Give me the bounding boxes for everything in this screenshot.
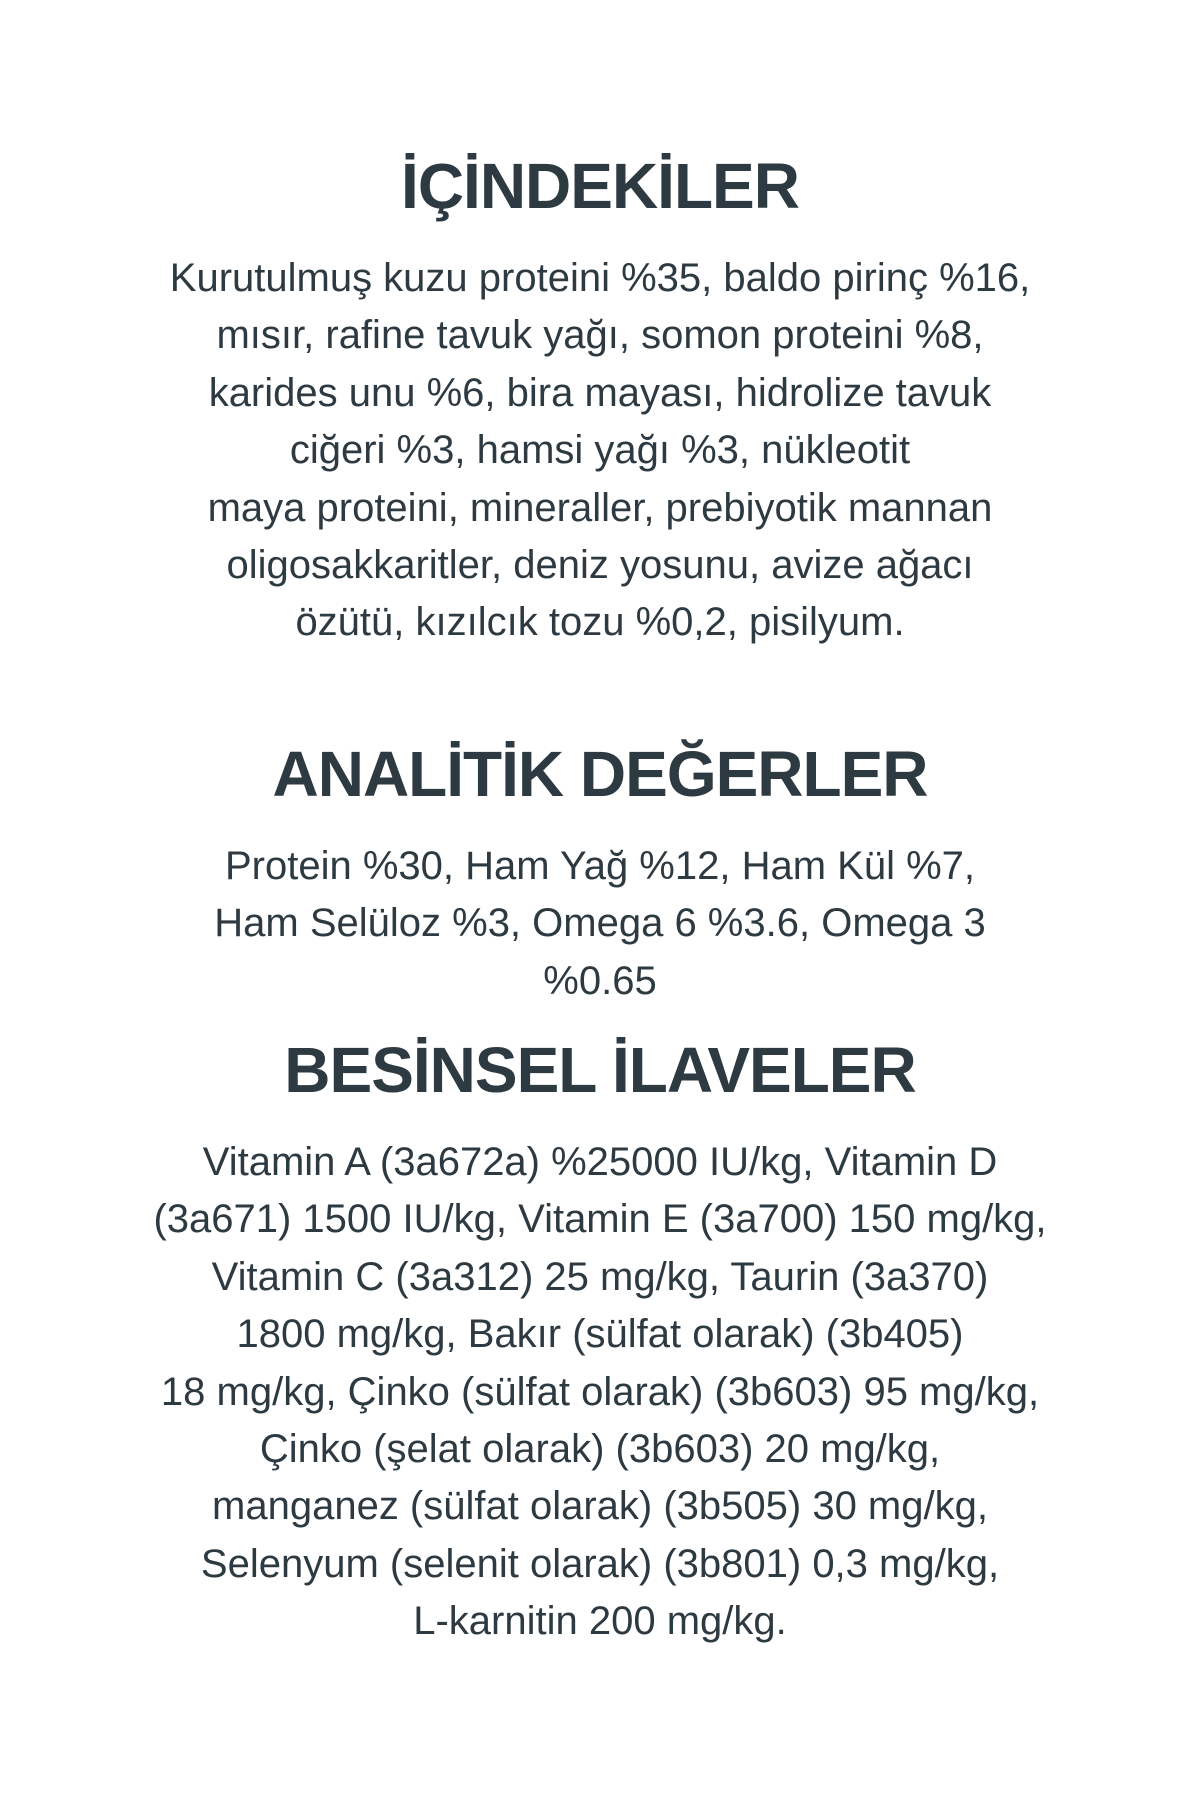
text-line: mısır, rafine tavuk yağı, somon proteini… <box>216 313 984 358</box>
text-line: 18 mg/kg, Çinko (sülfat olarak) (3b603) … <box>160 1369 1040 1414</box>
text-line: manganez (sülfat olarak) (3b505) 30 mg/k… <box>212 1484 988 1529</box>
text-line: Kurutulmuş kuzu proteini %35, baldo piri… <box>169 256 1031 300</box>
text-line: maya proteini, mineraller, prebiyotik ma… <box>207 485 993 530</box>
text-line: 1800 mg/kg, Bakır (sülfat olarak) (3b405… <box>236 1312 964 1357</box>
text-line: Protein %30, Ham Yağ %12, Ham Kül %7, <box>225 844 975 888</box>
analytic-values-heading: ANALİTİK DEĞERLER <box>272 738 929 810</box>
text-line: oligosakkaritler, deniz yosunu, avize ağ… <box>226 543 974 588</box>
ingredients-heading: İÇİNDEKİLER <box>401 150 800 222</box>
text-line: Vitamin A (3a672a) %25000 IU/kg, Vitamin… <box>202 1140 998 1184</box>
text-line: (3a671) 1500 IU/kg, Vitamin E (3a700) 15… <box>153 1197 1047 1242</box>
ingredients-text: Kurutulmuş kuzu proteini %35, baldo piri… <box>0 250 1200 652</box>
text-line: L-karnitin 200 mg/kg. <box>413 1599 787 1644</box>
analytic-values-text: Protein %30, Ham Yağ %12, Ham Kül %7, Ha… <box>0 838 1200 1010</box>
text-line: Vitamin C (3a312) 25 mg/kg, Taurin (3a37… <box>211 1254 989 1299</box>
text-line: ciğeri %3, hamsi yağı %3, nükleotit <box>289 428 911 473</box>
text-line: Ham Selüloz %3, Omega 6 %3.6, Omega 3 <box>214 901 986 946</box>
text-line: karides unu %6, bira mayası, hidrolize t… <box>208 370 992 415</box>
nutritional-additives-text: Vitamin A (3a672a) %25000 IU/kg, Vitamin… <box>0 1134 1200 1651</box>
text-line: Selenyum (selenit olarak) (3b801) 0,3 mg… <box>200 1541 1000 1586</box>
text-line: Çinko (şelat olarak) (3b603) 20 mg/kg, <box>259 1427 941 1472</box>
text-line: %0.65 <box>543 958 657 1003</box>
text-line: özütü, kızılcık tozu %0,2, pisilyum. <box>295 600 905 645</box>
nutritional-additives-heading: BESİNSEL İLAVELER <box>284 1034 916 1106</box>
